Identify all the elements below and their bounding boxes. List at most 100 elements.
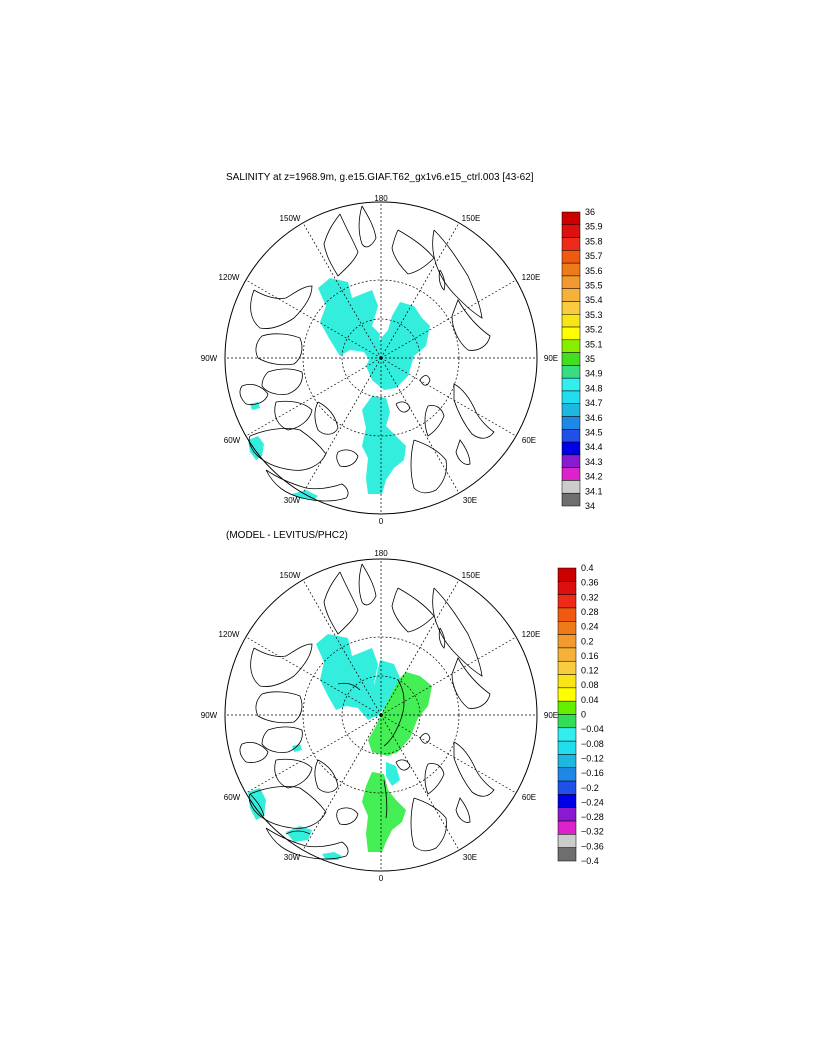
colorbar-label: 35.4: [585, 295, 603, 305]
colorbar-label: −0.16: [581, 768, 604, 778]
meridian-line: [302, 714, 382, 851]
meridian-line: [245, 714, 382, 794]
longitude-labels: 180 0 150W 150E 120W 120E 90W 90E 60W 60…: [201, 194, 558, 526]
colorbar-label: 35.9: [585, 222, 603, 232]
lon-label-0: 0: [379, 874, 384, 883]
colorbar-label: 0.36: [581, 578, 599, 588]
longitude-labels: 180 0 150W 150E 120W 120E 90W 90E 60W 60…: [201, 549, 558, 883]
colorbar-label: −0.36: [581, 841, 604, 851]
lon-label-60w: 60W: [224, 436, 241, 445]
top-panel-title: SALINITY at z=1968.9m, g.e15.GIAF.T62_gx…: [226, 172, 534, 183]
lon-label-90e: 90E: [544, 354, 558, 363]
meridian-line: [380, 714, 460, 851]
lon-label-150e: 150E: [462, 571, 481, 580]
colorbar-label: 0.2: [581, 636, 594, 646]
colorbar-label: 34.5: [585, 428, 603, 438]
meridian-line: [245, 357, 382, 437]
diff-patch-fram-pos: [362, 772, 406, 852]
colorbar-label: −0.24: [581, 797, 604, 807]
colorbar-label: −0.28: [581, 812, 604, 822]
diff-patch-labrador: [286, 826, 312, 842]
meridian-line: [380, 357, 517, 437]
colorbar-label: −0.4: [581, 856, 599, 866]
colorbar-swatch: [557, 634, 577, 649]
lon-label-60e: 60E: [522, 793, 536, 802]
colorbar-label: 35.6: [585, 266, 603, 276]
colorbar-swatch: [557, 740, 577, 755]
lon-label-150w: 150W: [280, 214, 301, 223]
meridian-line: [302, 357, 382, 494]
colorbar-swatch: [557, 607, 577, 622]
lon-label-90w: 90W: [201, 354, 218, 363]
lon-label-150w: 150W: [280, 571, 301, 580]
colorbar-label: 0.16: [581, 651, 599, 661]
colorbar-label: 35.3: [585, 310, 603, 320]
lon-label-120e: 120E: [522, 630, 541, 639]
colorbar-label: 34.9: [585, 369, 603, 379]
lon-label-150e: 150E: [462, 214, 481, 223]
colorbar-label: 36: [585, 207, 595, 217]
colorbar-swatch: [557, 567, 577, 582]
lon-label-120w: 120W: [219, 630, 240, 639]
colorbar-swatch: [557, 674, 577, 689]
difference-field: [248, 634, 432, 860]
colorbar-swatch: [557, 754, 577, 769]
lon-label-30w: 30W: [284, 853, 301, 862]
colorbar-label: 0.32: [581, 592, 599, 602]
meridian-line: [245, 279, 382, 359]
colorbar-swatch: [557, 727, 577, 742]
colorbar-label: 34.7: [585, 398, 603, 408]
colorbar-label: −0.32: [581, 827, 604, 837]
colorbar-label: 35.8: [585, 236, 603, 246]
colorbar-label: 35.7: [585, 251, 603, 261]
colorbar-label: 35.1: [585, 339, 603, 349]
lon-label-30e: 30E: [463, 853, 477, 862]
meridian-line: [380, 222, 460, 359]
colorbar-label: 0.4: [581, 563, 594, 573]
colorbar-label: −0.04: [581, 724, 604, 734]
coastlines: [239, 563, 495, 860]
colorbar-label: 0.12: [581, 666, 599, 676]
colorbar-swatch: [557, 780, 577, 795]
meridian-line: [302, 222, 382, 359]
colorbar-label: 0.28: [581, 607, 599, 617]
diff-patch-barents-neg: [386, 762, 400, 786]
map-boundary-circle: [224, 558, 538, 872]
colorbar-label: 0.04: [581, 695, 599, 705]
field-patch-baffin: [248, 436, 264, 460]
meridian-line: [302, 579, 382, 716]
colorbar-swatch: [557, 794, 577, 808]
field-patch-fram-strait: [362, 396, 406, 494]
colorbar-label: 34.4: [585, 442, 603, 452]
meridian-line: [380, 579, 460, 716]
difference-colorbar: 0.4 0.36 0.32 0.28 0.24 0.2 0.16 0.12 0.08 0.04 0 −…: [557, 563, 604, 866]
colorbar-label: −0.12: [581, 753, 604, 763]
lon-label-30w: 30W: [284, 496, 301, 505]
colorbar-label: 0.24: [581, 622, 599, 632]
colorbar-swatch: [561, 492, 581, 507]
colorbar-label: 35.2: [585, 325, 603, 335]
diff-patch-canada-basin: [316, 634, 382, 720]
colorbar-label: 0.08: [581, 680, 599, 690]
colorbar-swatch: [557, 660, 577, 675]
colorbar-label: 34.6: [585, 413, 603, 423]
diff-patch-lomonosov-pos: [368, 672, 432, 756]
meridian-line: [245, 636, 382, 716]
meridian-line: [380, 714, 517, 794]
lon-label-90w: 90W: [201, 711, 218, 720]
colorbar-swatch: [557, 687, 577, 702]
colorbar-label: 34: [585, 501, 595, 511]
colorbar-swatch: [557, 647, 577, 662]
lon-label-0: 0: [379, 517, 384, 526]
diff-patch-small-west: [292, 744, 302, 752]
colorbar-label: 0: [581, 710, 586, 720]
colorbar-swatch: [557, 834, 577, 848]
lon-label-30e: 30E: [463, 496, 477, 505]
colorbar-swatch: [557, 581, 577, 595]
field-patch-eurasian-basin: [366, 302, 430, 390]
colorbar-swatch: [557, 847, 577, 862]
bottom-panel-title: (MODEL - LEVITUS/PHC2): [226, 530, 348, 541]
latitude-circle-1: [341, 675, 421, 755]
